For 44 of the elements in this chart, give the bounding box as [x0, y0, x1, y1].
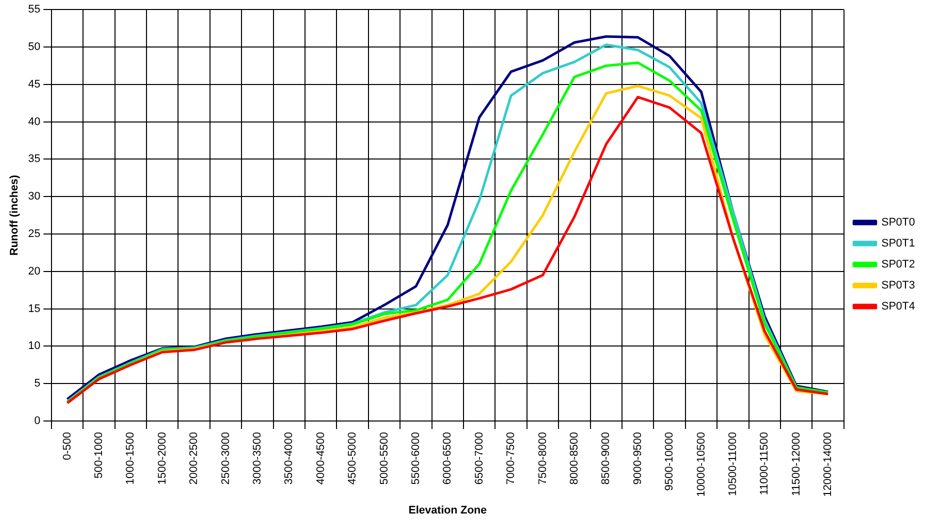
- y-tick-label: 30: [28, 190, 40, 203]
- x-tick-label: 2500-3000: [220, 432, 232, 485]
- y-tick-label: 0: [34, 414, 40, 427]
- x-tick-label: 11500-12000: [790, 432, 802, 496]
- x-tick-label: 6500-7000: [473, 432, 486, 485]
- y-tick-label: 45: [28, 78, 40, 90]
- x-tick-label: 10500-11000: [726, 432, 739, 496]
- legend-label: SP0T1: [881, 238, 916, 250]
- y-tick-label: 55: [28, 4, 40, 16]
- x-tick-label: 7000-7500: [505, 432, 518, 485]
- x-tick-label: 8500-9000: [600, 432, 612, 485]
- x-tick-label: 6000-6500: [442, 432, 454, 485]
- x-tick-label: 3500-4000: [283, 432, 296, 485]
- y-tick-label: 35: [28, 153, 40, 166]
- legend-label: SP0T2: [881, 258, 916, 271]
- y-axis-title: Runoff (inches): [8, 174, 21, 256]
- x-tick-label: 4500-5000: [346, 432, 359, 485]
- x-tick-label: 5500-6000: [410, 432, 422, 485]
- x-tick-label: 9000-9500: [632, 432, 644, 485]
- x-tick-label: 10000-10500: [695, 432, 708, 497]
- x-tick-label: 1500-2000: [156, 432, 168, 485]
- x-tick-label: 3000-3500: [252, 432, 264, 485]
- x-tick-label: 7500-8000: [536, 432, 549, 485]
- x-axis-title: Elevation Zone: [408, 504, 487, 516]
- x-tick-label: 5000-5500: [378, 432, 390, 485]
- x-tick-label: 9500-10000: [664, 432, 676, 491]
- legend-label: SP0T3: [881, 280, 916, 292]
- x-tick-label: 2000-2500: [188, 432, 200, 485]
- x-tick-label: 1000-1500: [124, 432, 137, 485]
- legend-label: SP0T4: [881, 300, 916, 313]
- x-tick-label: 0-500: [61, 432, 74, 460]
- y-tick-label: 50: [28, 41, 40, 54]
- x-tick-label: 11000-11500: [758, 432, 771, 496]
- y-tick-label: 10: [28, 340, 40, 352]
- y-tick-label: 5: [34, 378, 40, 390]
- x-tick-label: 500-1000: [93, 432, 106, 478]
- x-tick-label: 4000-4500: [314, 432, 327, 485]
- y-tick-label: 25: [28, 228, 40, 240]
- y-tick-label: 15: [28, 302, 40, 315]
- x-tick-label: 12000-14000: [822, 432, 834, 497]
- x-tick-label: 8000-8500: [568, 432, 580, 485]
- legend-label: SP0T0: [881, 216, 916, 229]
- y-tick-label: 40: [28, 116, 40, 128]
- y-tick-label: 20: [28, 265, 40, 278]
